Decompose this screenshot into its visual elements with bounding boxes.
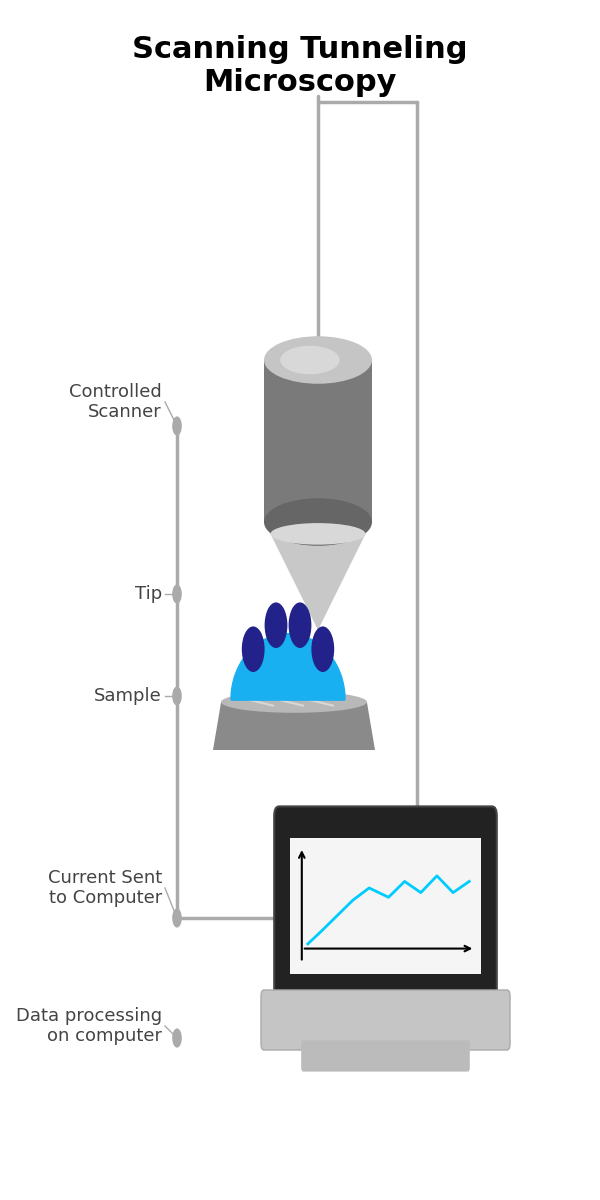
Text: Current Sent
to Computer: Current Sent to Computer: [48, 869, 162, 907]
Bar: [264, 360, 372, 522]
Circle shape: [172, 416, 182, 436]
Text: Scanning Tunneling
Microscopy: Scanning Tunneling Microscopy: [132, 35, 468, 97]
Polygon shape: [231, 634, 345, 700]
Ellipse shape: [264, 498, 372, 546]
Text: Controlled
Scanner: Controlled Scanner: [69, 383, 162, 421]
Circle shape: [172, 686, 182, 706]
Text: Sample: Sample: [94, 686, 162, 704]
Ellipse shape: [280, 346, 340, 374]
FancyBboxPatch shape: [261, 990, 510, 1050]
Circle shape: [172, 1028, 182, 1048]
Circle shape: [289, 602, 311, 648]
Circle shape: [311, 626, 334, 672]
Polygon shape: [213, 702, 375, 750]
Text: Tip: Tip: [135, 584, 162, 602]
Polygon shape: [271, 534, 365, 630]
Circle shape: [172, 908, 182, 928]
Bar: [290, 838, 481, 974]
Circle shape: [242, 626, 265, 672]
Ellipse shape: [271, 523, 365, 545]
Ellipse shape: [264, 336, 372, 384]
FancyBboxPatch shape: [274, 806, 497, 1006]
Circle shape: [265, 602, 287, 648]
Ellipse shape: [221, 691, 367, 713]
Text: Data processing
on computer: Data processing on computer: [16, 1007, 162, 1045]
FancyBboxPatch shape: [301, 1040, 470, 1072]
Circle shape: [172, 584, 182, 604]
